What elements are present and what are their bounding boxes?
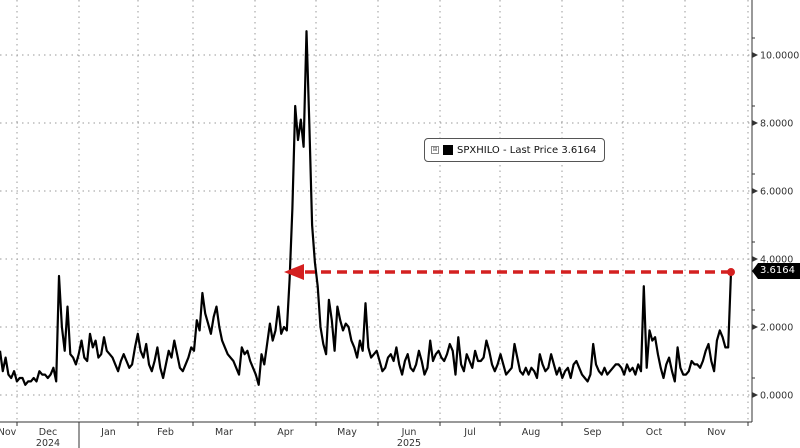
x-tick-label: May: [337, 427, 357, 438]
x-tick-label: Nov: [707, 427, 726, 438]
x-year-label: 2024: [36, 438, 60, 448]
x-tick-label: Nov: [0, 427, 17, 438]
y-tick-label: 2.0000: [760, 323, 793, 334]
expand-icon[interactable]: ⊞: [431, 146, 439, 154]
x-tick-label: Jun: [401, 427, 417, 438]
x-tick-label: Aug: [522, 427, 541, 438]
y-tick-label: 10.0000: [760, 51, 799, 62]
legend[interactable]: ⊞ SPXHILO - Last Price 3.6164: [424, 138, 606, 162]
x-tick-label: Sep: [584, 427, 602, 438]
legend-label: SPXHILO - Last Price 3.6164: [457, 144, 597, 156]
x-year-label: 2025: [397, 438, 421, 448]
x-tick-label: Apr: [277, 427, 294, 438]
x-axis-ticks: Nov Dec Jan Feb Mar Apr May Jun Jul Aug Sep Oct Nov 2…: [0, 422, 749, 448]
x-tick-label: Jan: [100, 427, 116, 438]
x-tick-label: Dec: [39, 427, 57, 438]
x-tick-label: Oct: [646, 427, 663, 438]
y-tick-label: 0.0000: [760, 391, 793, 402]
x-tick-label: Mar: [215, 427, 233, 438]
series-line-spxhilo: [0, 30, 733, 386]
series-swatch-icon: [443, 145, 453, 155]
y-axis-ticks: 0.0000 2.0000 4.0000 6.0000 8.0000 10.0000: [752, 37, 799, 402]
x-tick-label: Feb: [157, 427, 174, 438]
red-dashed-arrow: [284, 264, 735, 281]
y-tick-label: 4.0000: [760, 255, 793, 266]
y-tick-label: 6.0000: [760, 187, 793, 198]
last-value-badge: 3.6164: [752, 263, 800, 279]
y-tick-label: 8.0000: [760, 119, 793, 130]
x-tick-label: Jul: [463, 427, 475, 438]
